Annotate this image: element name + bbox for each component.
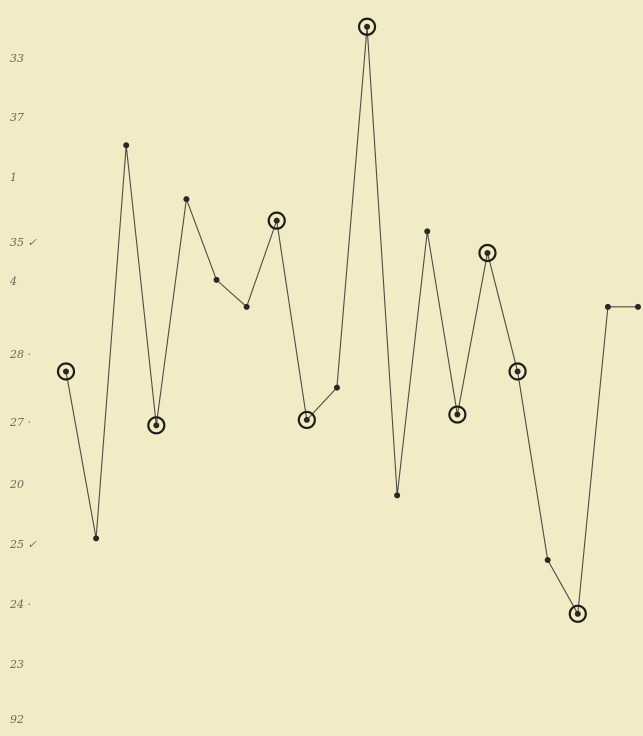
data-point-dot bbox=[424, 228, 431, 235]
data-point-dot bbox=[454, 411, 461, 418]
y-tick-label-11: 23 bbox=[9, 658, 24, 671]
data-point-5 bbox=[183, 196, 190, 203]
data-point-dot bbox=[635, 303, 641, 310]
data-point-10 bbox=[333, 384, 340, 391]
data-point-16 bbox=[508, 362, 527, 381]
data-point-ring bbox=[56, 362, 76, 381]
data-point-dot bbox=[544, 556, 551, 563]
data-point-20 bbox=[635, 303, 641, 310]
data-point-15 bbox=[478, 243, 497, 263]
data-point-12 bbox=[394, 492, 401, 499]
data-point-ring bbox=[568, 604, 587, 623]
data-point-19 bbox=[604, 303, 611, 310]
data-point-dot bbox=[484, 249, 491, 256]
y-tick-label-9: 25 ✓ bbox=[9, 538, 37, 551]
data-point-9 bbox=[297, 410, 316, 430]
data-point-17 bbox=[544, 556, 551, 563]
data-point-ring bbox=[448, 405, 467, 424]
data-point-dot bbox=[243, 303, 250, 310]
data-point-1 bbox=[56, 362, 76, 381]
plot-area bbox=[56, 17, 641, 623]
data-point-dot bbox=[574, 610, 581, 617]
data-point-11 bbox=[357, 17, 377, 36]
data-point-dot bbox=[303, 416, 310, 423]
data-point-dot bbox=[63, 368, 69, 375]
data-point-13 bbox=[424, 228, 431, 235]
y-axis-tick-labels: 33 37 1 35 ✓ 4 28 · 27 · 20 25 ✓ 24 · 23… bbox=[9, 52, 37, 726]
series-line bbox=[65, 26, 638, 615]
y-tick-label-2: 37 bbox=[10, 111, 24, 124]
data-point-dot bbox=[93, 535, 100, 542]
y-tick-label-10: 24 · bbox=[9, 598, 31, 611]
data-point-dot bbox=[604, 303, 611, 310]
y-tick-label-12: 92 bbox=[10, 713, 24, 726]
data-point-dot bbox=[333, 384, 340, 391]
data-point-ring bbox=[267, 211, 286, 230]
data-point-dot bbox=[123, 142, 130, 149]
data-point-ring bbox=[478, 243, 497, 263]
y-tick-label-6: 28 · bbox=[9, 348, 31, 361]
data-point-ring bbox=[357, 17, 377, 36]
data-point-dot bbox=[394, 492, 401, 499]
y-tick-label-7: 27 · bbox=[9, 416, 31, 429]
data-point-dot bbox=[514, 368, 521, 375]
data-point-3 bbox=[123, 142, 130, 149]
data-point-6 bbox=[213, 276, 220, 283]
y-tick-label-4: 35 ✓ bbox=[10, 236, 37, 249]
y-tick-label-3: 1 bbox=[10, 171, 17, 184]
y-tick-label-1: 33 bbox=[10, 52, 24, 65]
data-point-14 bbox=[448, 405, 467, 424]
data-point-7 bbox=[243, 303, 250, 310]
y-tick-label-8: 20 bbox=[9, 478, 24, 491]
y-tick-label-5: 4 bbox=[9, 275, 17, 288]
data-point-dot bbox=[183, 196, 190, 203]
data-point-dot bbox=[364, 23, 371, 30]
data-point-4 bbox=[147, 416, 166, 435]
data-point-dot bbox=[273, 217, 280, 224]
data-point-ring bbox=[297, 410, 316, 430]
data-point-dot bbox=[213, 276, 220, 283]
data-point-ring bbox=[147, 416, 166, 435]
data-point-2 bbox=[93, 535, 100, 542]
data-point-ring bbox=[508, 362, 527, 381]
data-point-18 bbox=[568, 604, 587, 623]
data-point-8 bbox=[267, 211, 286, 230]
data-point-dot bbox=[153, 422, 160, 429]
